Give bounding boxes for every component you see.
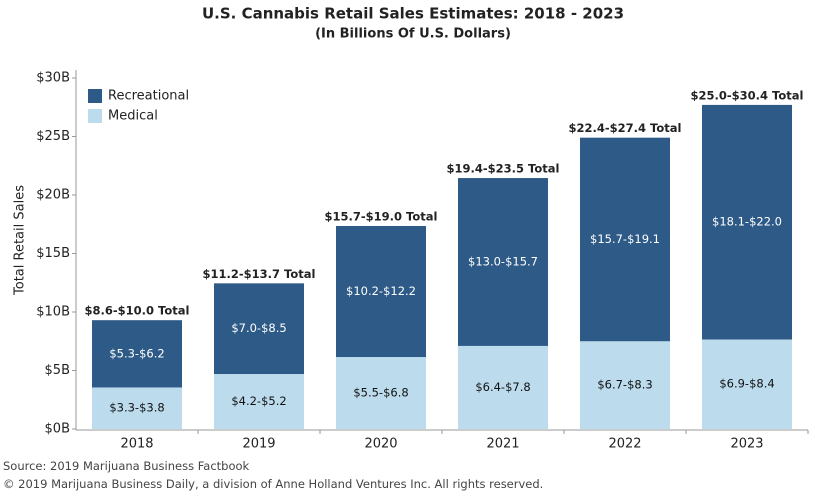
- y-tick-label: $15B: [36, 246, 70, 261]
- x-tick-label: 2019: [242, 437, 275, 452]
- segment-label: $3.3-$3.8: [109, 401, 164, 415]
- y-axis-label: Total Retail Sales: [13, 185, 28, 296]
- segment-label: $6.9-$8.4: [719, 377, 774, 391]
- segment-label: $6.7-$8.3: [597, 378, 652, 392]
- segment-label: $6.4-$7.8: [475, 380, 530, 394]
- y-tick-label: $30B: [36, 71, 70, 86]
- segment-label: $5.5-$6.8: [353, 386, 408, 400]
- bar-segment: [458, 178, 548, 346]
- y-tick-label: $20B: [36, 188, 70, 203]
- bar-segment: [336, 357, 426, 429]
- bar-segment: [702, 339, 792, 429]
- y-tick-label: $5B: [45, 363, 70, 378]
- segment-label: $15.7-$19.1: [590, 232, 660, 246]
- x-tick-label: 2022: [608, 437, 641, 452]
- bar-segment: [458, 345, 548, 429]
- source: Source: 2019 Marijuana Business Factbook: [3, 459, 250, 473]
- y-tick-label: $25B: [36, 129, 70, 144]
- segment-label: $7.0-$8.5: [231, 321, 286, 335]
- bar-segment: [702, 104, 792, 340]
- chart-title: U.S. Cannabis Retail Sales Estimates: 20…: [202, 5, 624, 23]
- segment-label: $5.3-$6.2: [109, 346, 164, 360]
- y-tick-label: $10B: [36, 305, 70, 320]
- x-tick-label: 2020: [364, 437, 397, 452]
- total-label: $19.4-$23.5 Total: [447, 162, 560, 176]
- bar-segment: [336, 226, 426, 358]
- segment-label: $18.1-$22.0: [712, 215, 782, 229]
- copyright: © 2019 Marijuana Business Daily, a divis…: [3, 477, 543, 491]
- x-tick-label: 2023: [730, 437, 763, 452]
- bar-segment: [92, 387, 182, 429]
- total-label: $25.0-$30.4 Total: [691, 88, 804, 102]
- bar-segment: [92, 320, 182, 388]
- x-tick-label: 2018: [120, 437, 153, 452]
- chart-subtitle: (In Billions Of U.S. Dollars): [315, 27, 511, 42]
- legend-swatch: [88, 89, 102, 103]
- segment-label: $13.0-$15.7: [468, 254, 538, 268]
- legend-label: Recreational: [108, 89, 189, 104]
- legend-swatch: [88, 109, 102, 123]
- total-label: $11.2-$13.7 Total: [203, 267, 316, 281]
- x-tick-label: 2021: [486, 437, 519, 452]
- y-tick-label: $0B: [45, 422, 70, 437]
- total-label: $8.6-$10.0 Total: [85, 304, 190, 318]
- bar-segment: [580, 137, 670, 342]
- segment-label: $10.2-$12.2: [346, 284, 416, 298]
- bar-segment: [580, 341, 670, 429]
- total-label: $22.4-$27.4 Total: [569, 121, 682, 135]
- bar-segment: [214, 283, 304, 375]
- legend-label: Medical: [108, 109, 158, 124]
- total-label: $15.7-$19.0 Total: [325, 210, 438, 224]
- segment-label: $4.2-$5.2: [231, 394, 286, 408]
- bar-segment: [214, 374, 304, 429]
